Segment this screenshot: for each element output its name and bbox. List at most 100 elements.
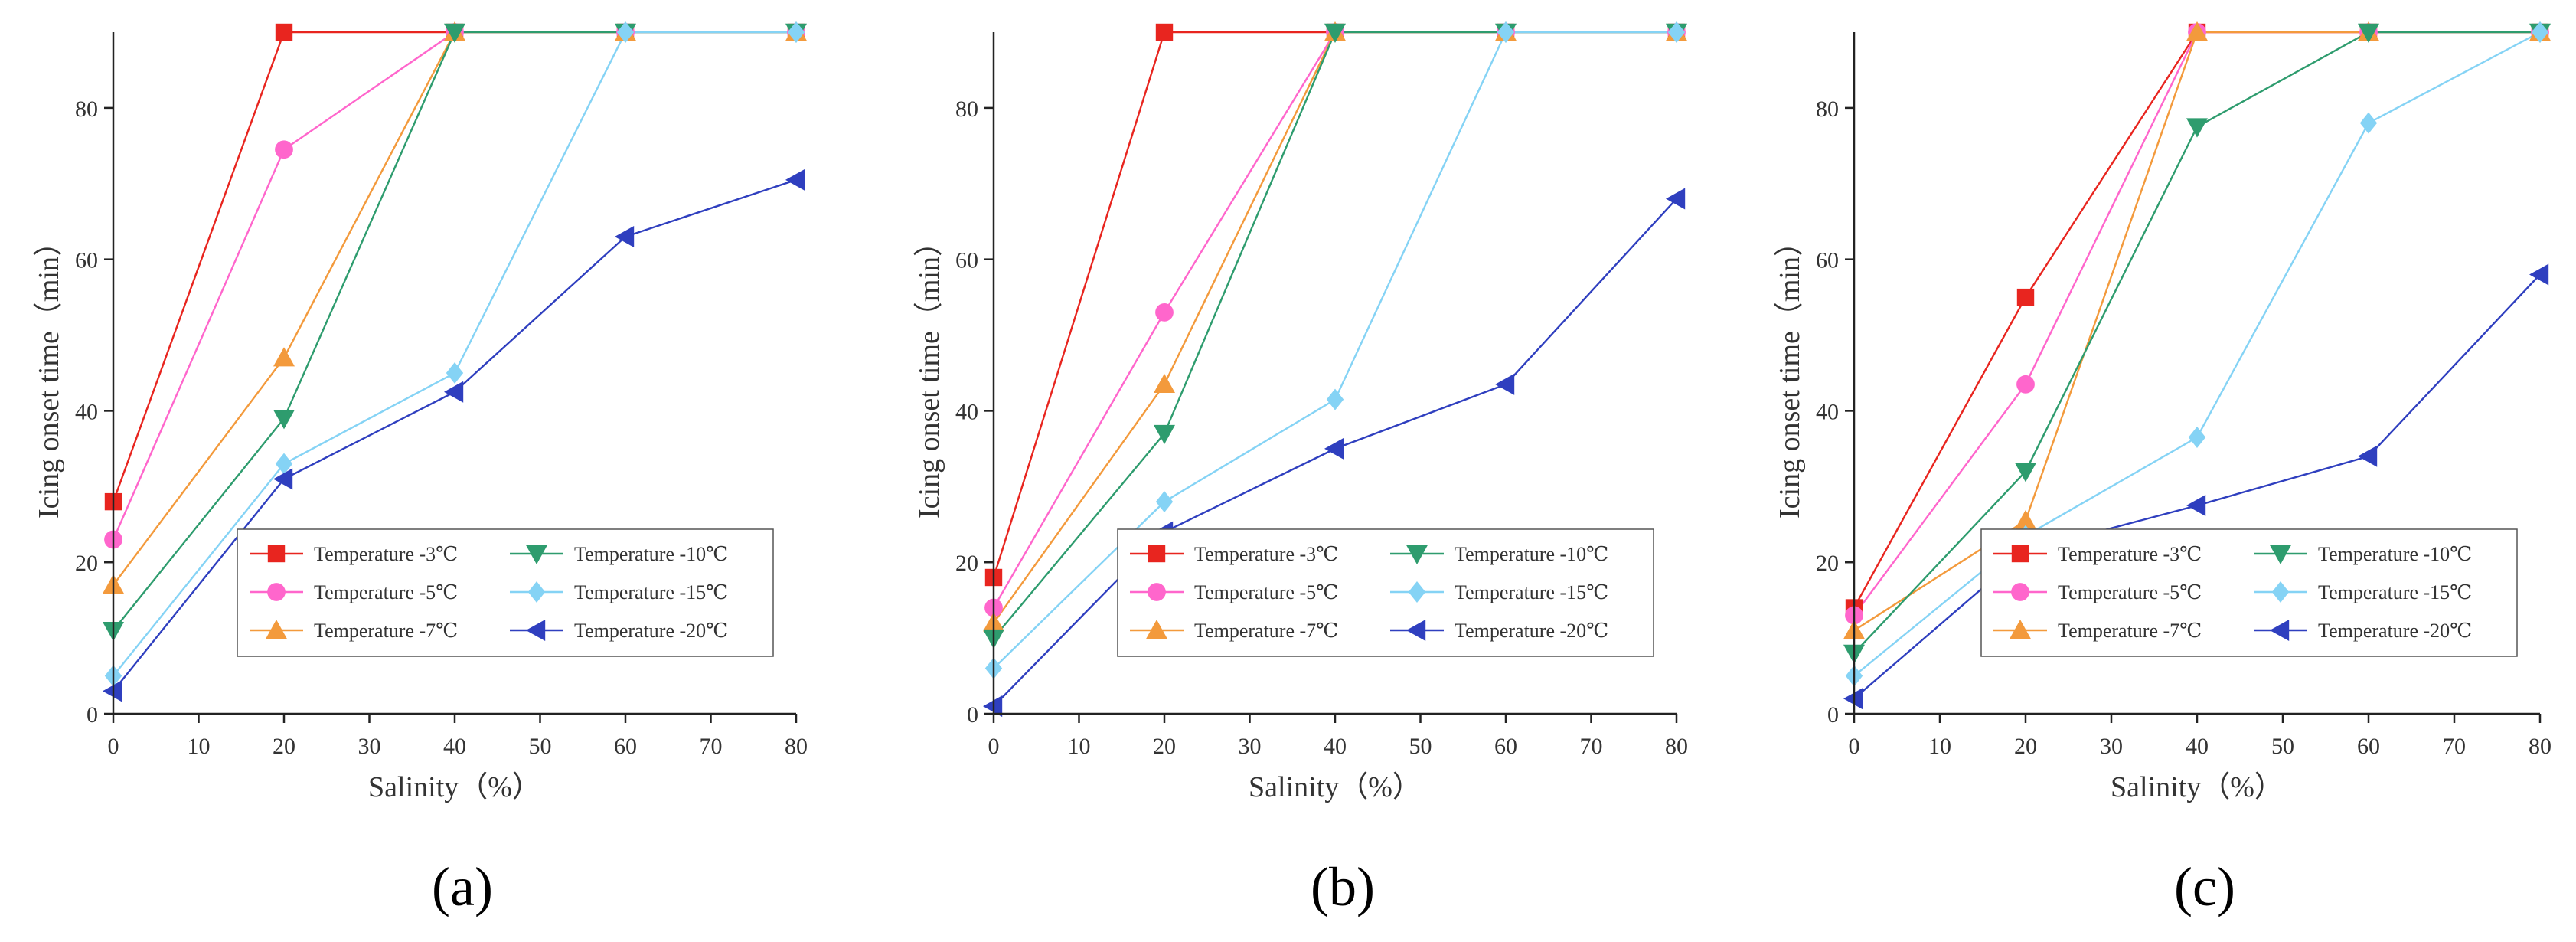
legend-marker: [1146, 620, 1167, 639]
legend-marker: [1406, 545, 1428, 564]
x-axis-title: Salinity（%）: [368, 771, 541, 803]
legend-label: Temperature -10℃: [1455, 543, 1608, 565]
x-tick-label: 40: [443, 734, 466, 759]
legend: Temperature -3℃ Temperature -10℃ Temperatu…: [237, 528, 774, 657]
chart-panel-3: 0 10 20 30 40 50 60 70 80 0 20 40 60 80 Salinity（%） Ici…: [1774, 21, 2552, 917]
legend-item: Temperature -15℃: [2254, 581, 2472, 603]
legend-marker: [2011, 545, 2029, 563]
data-point-s5-5: [1667, 21, 1686, 43]
x-tick-label: 40: [1324, 734, 1347, 759]
legend-item: Temperature -3℃: [1130, 543, 1338, 565]
series-line-1: [994, 31, 1677, 578]
y-axis-title: Icing onset time（min）: [1774, 227, 1806, 518]
data-point-s5-5: [787, 21, 805, 43]
data-point-s6-1: [103, 680, 122, 702]
legend-item: Temperature -15℃: [1390, 581, 1608, 603]
x-tick-label: 0: [988, 734, 1000, 759]
legend-marker: [267, 583, 286, 601]
data-point-s1-2: [275, 23, 293, 41]
x-axis-title: Salinity（%）: [1249, 771, 1422, 803]
legend-item: Temperature -5℃: [1993, 581, 2202, 603]
legend-marker: [266, 620, 287, 639]
x-tick-label: 20: [1153, 734, 1176, 759]
legend-marker: [1148, 545, 1166, 563]
x-tick-label: 50: [529, 734, 552, 759]
data-point-s1-2: [2016, 288, 2035, 306]
data-point-s5-4: [2359, 112, 2378, 134]
y-tick-label: 40: [955, 399, 978, 424]
legend-marker: [1408, 581, 1426, 603]
data-point-s6-5: [2529, 263, 2549, 286]
y-tick-label: 0: [1827, 702, 1839, 728]
x-tick-label: 40: [2186, 734, 2209, 759]
data-point-s2-2: [2016, 375, 2035, 394]
y-tick-label: 40: [1816, 399, 1839, 424]
data-point-s5-2: [1155, 491, 1174, 513]
data-point-s1-2: [1155, 23, 1174, 41]
data-point-s4-3: [444, 23, 465, 43]
data-point-s3-2: [273, 347, 295, 367]
data-point-s2-2: [275, 140, 293, 159]
series-line-1: [113, 31, 796, 502]
legend-item: Temperature -5℃: [1130, 581, 1338, 603]
x-tick-label: 70: [700, 734, 723, 759]
y-tick-label: 20: [955, 551, 978, 576]
legend-label: Temperature -5℃: [1194, 581, 1338, 603]
legend-item: Temperature -10℃: [1390, 543, 1608, 565]
legend-marker: [1406, 620, 1426, 641]
data-point-s5-2: [275, 453, 293, 475]
legend: Temperature -3℃ Temperature -10℃ Temperatu…: [1117, 528, 1654, 657]
y-tick-label: 60: [1816, 248, 1839, 273]
x-tick-label: 0: [1849, 734, 1860, 759]
y-tick-label: 40: [75, 399, 98, 424]
data-point-s2-2: [1155, 303, 1174, 322]
x-tick-label: 70: [2443, 734, 2466, 759]
x-tick-label: 80: [785, 734, 808, 759]
x-tick-label: 70: [1580, 734, 1603, 759]
data-point-s5-5: [2531, 21, 2549, 43]
y-axis-title: Icing onset time（min）: [33, 227, 65, 518]
data-point-s3-3: [2186, 21, 2208, 41]
data-point-s5-3: [2188, 427, 2206, 449]
legend-label: Temperature -7℃: [2058, 620, 2202, 642]
legend-marker: [527, 581, 546, 603]
legend-label: Temperature -15℃: [2318, 581, 2472, 603]
data-point-s4-2: [273, 410, 295, 430]
legend-item: Temperature -5℃: [250, 581, 458, 603]
chart-panel-2: 0 10 20 30 40 50 60 70 80 0 20 40 60 80 Salinity（%） Ici…: [913, 21, 1688, 917]
legend-item: Temperature -20℃: [1390, 620, 1608, 642]
data-point-s5-4: [1497, 21, 1515, 43]
y-tick-label: 80: [1816, 96, 1839, 122]
x-tick-label: 60: [2357, 734, 2380, 759]
legend-item: Temperature -10℃: [510, 543, 728, 565]
x-tick-label: 0: [108, 734, 119, 759]
legend-marker: [2270, 545, 2291, 564]
data-point-s6-4: [2358, 445, 2378, 467]
x-tick-label: 30: [358, 734, 381, 759]
legend-marker: [2270, 620, 2290, 641]
legend-marker: [267, 545, 286, 563]
legend-marker: [1148, 583, 1166, 601]
legend-marker: [2010, 620, 2031, 639]
x-tick-label: 10: [1068, 734, 1091, 759]
x-axis-title: Salinity（%）: [2111, 771, 2284, 803]
data-point-s5-3: [1326, 388, 1344, 410]
data-point-s6-5: [1666, 188, 1686, 210]
series-line-2: [113, 31, 796, 541]
series-line-2: [994, 31, 1677, 609]
legend-label: Temperature -7℃: [1194, 620, 1338, 642]
legend-marker: [526, 545, 547, 564]
legend-item: Temperature -20℃: [510, 620, 728, 642]
data-point-s6-4: [615, 226, 635, 247]
legend-label: Temperature -3℃: [1194, 543, 1338, 565]
y-tick-label: 20: [1816, 551, 1839, 576]
data-point-s6-1: [1843, 688, 1863, 710]
data-point-s4-3: [1324, 23, 1346, 43]
legend-box: [1980, 528, 2518, 657]
legend-marker: [526, 620, 546, 641]
y-tick-label: 80: [75, 96, 98, 122]
legend-label: Temperature -15℃: [574, 581, 728, 603]
legend-item: Temperature -20℃: [2254, 620, 2472, 642]
x-tick-label: 10: [188, 734, 211, 759]
